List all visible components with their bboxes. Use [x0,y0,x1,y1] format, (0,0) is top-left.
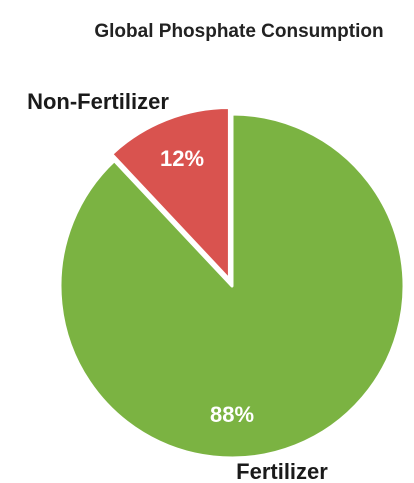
pie-slice-fertilizer [58,112,406,460]
labels-layer: 12% Non-Fertilizer 88% Fertilizer [27,89,328,483]
pie-slice-non-fertilizer [110,105,231,281]
slice-value-label-non-fertilizer: 12% [160,146,204,171]
slices-layer [58,105,406,460]
slice-value-label-fertilizer: 88% [210,402,254,427]
chart-title: Global Phosphate Consumption [94,21,383,42]
slice-category-label-fertilizer: Fertilizer [236,459,328,483]
slice-category-label-non-fertilizer: Non-Fertilizer [27,89,169,114]
